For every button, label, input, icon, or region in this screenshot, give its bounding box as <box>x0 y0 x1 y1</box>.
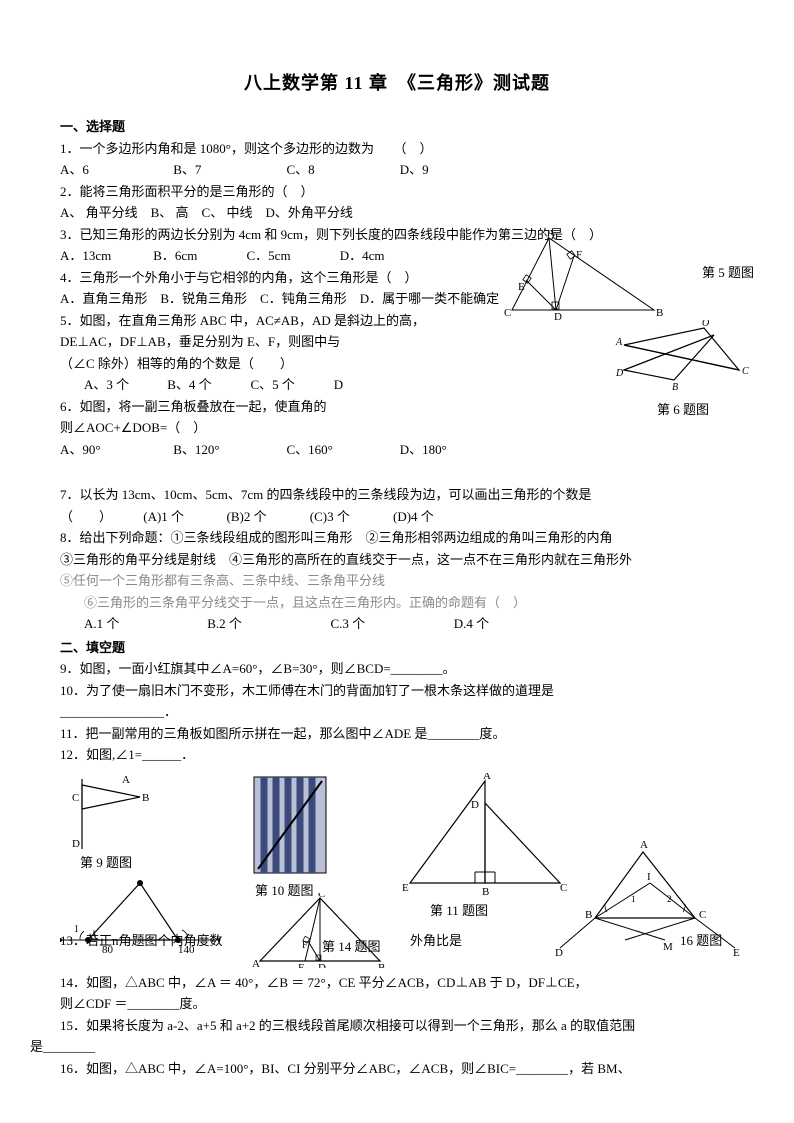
question-2-options: A、 角平分线 B、 高 C、 中线 D、外角平分线 <box>60 203 734 223</box>
question-12: 12．如图,∠1=______． <box>60 745 734 765</box>
question-8c: ⑤任何一个三角形都有三条高、三条中线、三条角平分线 <box>60 571 734 591</box>
svg-text:E: E <box>518 281 525 293</box>
opt-1b: B、7 <box>173 160 283 180</box>
question-6b: 则∠AOC+∠DOB=（ ） <box>60 418 734 438</box>
svg-text:M: M <box>663 941 673 953</box>
opt-3d: D．4cm <box>340 246 385 266</box>
section-choice-header: 一、选择题 <box>60 117 734 137</box>
figure-6-label: 第 6 题图 <box>657 400 709 420</box>
question-10b: ________________． <box>60 702 734 722</box>
question-7-options: （ ） (A)1 个 (B)2 个 (C)3 个 (D)4 个 <box>60 507 734 527</box>
svg-text:C: C <box>72 792 79 804</box>
opt-5b: B、4 个 <box>167 375 247 395</box>
opt-8d: D.4 个 <box>454 614 489 634</box>
svg-text:A: A <box>640 839 648 851</box>
page-title: 八上数学第 11 章 《三角形》测试题 <box>60 70 734 97</box>
opt-7d: (D)4 个 <box>393 507 434 527</box>
figure-5-diagram: A F E C D B <box>504 230 664 320</box>
svg-text:B: B <box>672 382 678 390</box>
opt-5a: A、3 个 <box>84 375 164 395</box>
question-9: 9．如图，一面小红旗其中∠A=60°，∠B=30°，则∠BCD=________… <box>60 659 734 679</box>
figure-16-label: 16 题图 <box>680 931 722 951</box>
svg-text:A: A <box>547 230 555 239</box>
opt-5d: D <box>334 375 343 395</box>
svg-text:B: B <box>378 962 385 968</box>
figure-11-label: 第 11 题图 <box>430 901 488 921</box>
section-fill-header: 二、填空题 <box>60 638 734 658</box>
question-8a: 8．给出下列命题：①三条线段组成的图形叫三角形 ②三角形相邻两边组成的角叫三角形… <box>60 528 734 548</box>
svg-text:A: A <box>122 774 130 786</box>
svg-text:D: D <box>615 368 624 379</box>
question-14: 14．如图，△ABC 中，∠A ＝ 40°，∠B ＝ 72°，CE 平分∠ACB… <box>60 973 734 993</box>
svg-text:D: D <box>72 838 80 850</box>
svg-text:I: I <box>647 871 651 883</box>
svg-text:E: E <box>298 962 305 968</box>
question-15b: 是________ <box>30 1037 734 1057</box>
question-14b: 则∠CDF ＝________度。 <box>60 994 734 1014</box>
svg-text:D: D <box>555 947 563 958</box>
figure-14-diagram: C A E D B F <box>250 893 390 968</box>
svg-text:D: D <box>318 962 326 968</box>
svg-text:F: F <box>576 249 582 261</box>
opt-7a: (A)1 个 <box>143 507 223 527</box>
opt-1c: C、8 <box>287 160 397 180</box>
question-16: 16．如图，△ABC 中，∠A=100°，BI、CI 分别平分∠ABC，∠ACB… <box>60 1059 734 1079</box>
figure-9-diagram: A C B D <box>70 773 165 853</box>
question-1-options: A、6 B、7 C、8 D、9 <box>60 160 734 180</box>
question-6a: 6．如图，将一副三角板叠放在一起，使直角的 <box>60 397 734 417</box>
question-15: 15．如果将长度为 a-2、a+5 和 a+2 的三根线段首尾顺次相接可以得到一… <box>60 1016 734 1036</box>
figure-5-label: 第 5 题图 <box>702 263 754 283</box>
svg-text:E: E <box>733 947 740 958</box>
opt-5c: C、5 个 <box>251 375 331 395</box>
opt-6a: A、90° <box>60 440 170 460</box>
opt-8c: C.3 个 <box>331 614 451 634</box>
opt-1d: D、9 <box>400 160 429 180</box>
opt-3c: C．5cm <box>247 246 337 266</box>
q7b: （ ） <box>60 507 140 527</box>
svg-text:C: C <box>699 909 706 921</box>
opt-8b: B.2 个 <box>207 614 327 634</box>
svg-text:A: A <box>252 958 260 968</box>
svg-text:D: D <box>554 311 562 320</box>
opt-3b: B．6cm <box>153 246 243 266</box>
question-7a: 7．以长为 13cm、10cm、5cm、7cm 的四条线段中的三条线段为边，可以… <box>60 485 734 505</box>
svg-text:C: C <box>318 893 325 900</box>
svg-text:B: B <box>585 909 592 921</box>
svg-text:C: C <box>742 366 749 377</box>
svg-text:C: C <box>504 307 511 319</box>
opt-6b: B、120° <box>173 440 283 460</box>
question-11: 11．把一副常用的三角板如图所示拼在一起，那么图中∠ADE 是________度… <box>60 724 734 744</box>
opt-6d: D、180° <box>400 440 447 460</box>
figure-6-diagram: A O C D B <box>614 320 754 390</box>
opt-6c: C、160° <box>287 440 397 460</box>
svg-text:B: B <box>656 307 663 319</box>
figure-10-diagram <box>250 773 330 878</box>
svg-text:A: A <box>615 337 623 348</box>
q13-left: 13．若正n角题图个内角度数 <box>60 931 223 951</box>
svg-text:O: O <box>702 320 709 329</box>
fig14-label: 第 14 题图 <box>322 937 381 957</box>
question-1: 1．一个多边形内角和是 1080°，则这个多边形的边数为 （ ） <box>60 139 734 159</box>
opt-7c: (C)3 个 <box>310 507 390 527</box>
svg-text:E: E <box>402 882 409 894</box>
opt-3a: A．13cm <box>60 246 150 266</box>
svg-text:B: B <box>142 792 149 804</box>
svg-text:2: 2 <box>667 894 672 904</box>
svg-text:1: 1 <box>631 894 636 904</box>
opt-1a: A、6 <box>60 160 170 180</box>
opt-7b: (B)2 个 <box>227 507 307 527</box>
q13c-right: 外角比是 <box>410 931 462 951</box>
question-8b: ③三角形的角平分线是射线 ④三角形的高所在的直线交于一点，这一点不在三角形内就在… <box>60 550 734 570</box>
question-6-options: A、90° B、120° C、160° D、180° <box>60 440 734 460</box>
svg-text:A: A <box>483 773 491 782</box>
question-8d: ⑥三角形的三条角平分线交于一点，且这点在三角形内。正确的命题有（ ） <box>60 593 734 613</box>
question-2: 2．能将三角形面积平分的是三角形的（ ） <box>60 182 734 202</box>
svg-text:D: D <box>471 799 479 811</box>
svg-text:B: B <box>482 886 489 898</box>
question-8-options: A.1 个 B.2 个 C.3 个 D.4 个 <box>60 614 734 634</box>
figure-11-diagram: A D E B C <box>400 773 570 898</box>
question-10: 10．为了使一扇旧木门不变形，木工师傅在木门的背面加钉了一根木条这样做的道理是 <box>60 681 734 701</box>
opt-8a: A.1 个 <box>84 614 204 634</box>
